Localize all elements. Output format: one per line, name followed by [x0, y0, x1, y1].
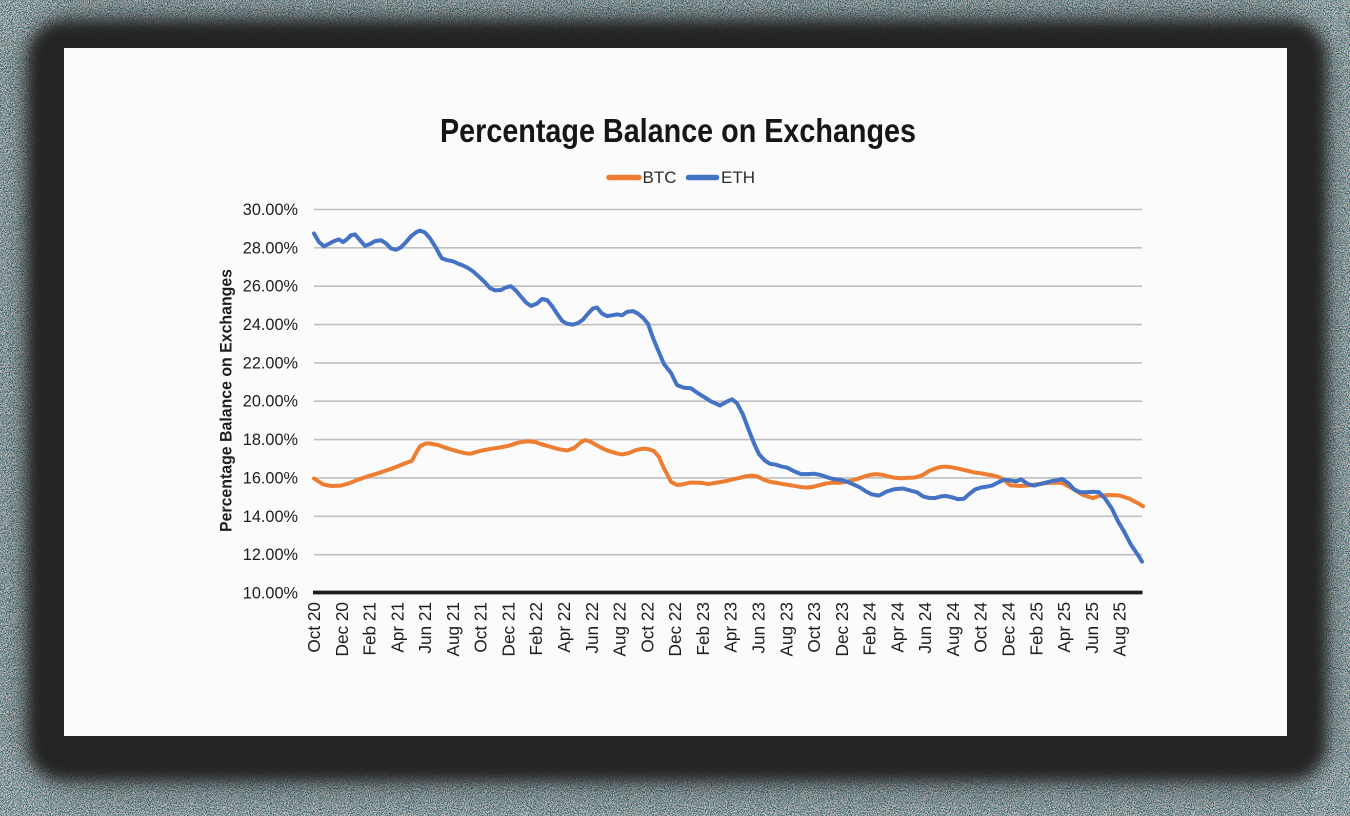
svg-text:Apr 24: Apr 24: [887, 602, 907, 653]
svg-text:Dec 20: Dec 20: [332, 602, 352, 656]
svg-text:Apr 21: Apr 21: [387, 602, 407, 653]
svg-text:24.00%: 24.00%: [243, 316, 298, 334]
svg-text:20.00%: 20.00%: [243, 393, 298, 411]
svg-text:26.00%: 26.00%: [243, 278, 298, 296]
svg-text:Feb 21: Feb 21: [360, 602, 380, 656]
svg-text:10.00%: 10.00%: [243, 585, 298, 603]
svg-text:Jun 22: Jun 22: [582, 602, 602, 654]
svg-text:Aug 23: Aug 23: [776, 602, 796, 656]
svg-text:Feb 25: Feb 25: [1026, 602, 1046, 656]
svg-text:Apr 23: Apr 23: [721, 602, 741, 653]
svg-text:14.00%: 14.00%: [243, 508, 298, 526]
svg-text:Oct 23: Oct 23: [804, 602, 824, 653]
svg-text:16.00%: 16.00%: [243, 469, 298, 487]
svg-text:Apr 22: Apr 22: [554, 602, 574, 653]
svg-text:12.00%: 12.00%: [243, 546, 298, 564]
svg-text:Aug 21: Aug 21: [443, 602, 463, 656]
svg-text:Feb 23: Feb 23: [693, 602, 713, 656]
svg-text:Jun 21: Jun 21: [415, 602, 435, 654]
svg-text:Feb 24: Feb 24: [860, 602, 880, 656]
svg-text:Percentage Balance on Exchange: Percentage Balance on Exchanges: [440, 112, 916, 149]
svg-text:ETH: ETH: [721, 168, 755, 187]
svg-text:28.00%: 28.00%: [243, 239, 298, 257]
svg-text:30.00%: 30.00%: [243, 201, 298, 219]
svg-text:Oct 20: Oct 20: [304, 602, 324, 653]
svg-text:Aug 22: Aug 22: [610, 602, 630, 656]
svg-text:Oct 22: Oct 22: [637, 602, 657, 653]
svg-text:Dec 21: Dec 21: [499, 602, 519, 656]
svg-text:Dec 24: Dec 24: [999, 602, 1019, 657]
svg-text:Aug 25: Aug 25: [1110, 602, 1130, 656]
svg-text:Aug 24: Aug 24: [943, 602, 963, 657]
svg-text:18.00%: 18.00%: [243, 431, 298, 449]
svg-text:Dec 22: Dec 22: [665, 602, 685, 656]
svg-text:Jun 23: Jun 23: [749, 602, 769, 654]
svg-text:Oct 24: Oct 24: [971, 602, 991, 653]
svg-text:Oct 21: Oct 21: [471, 602, 491, 653]
svg-text:Jun 24: Jun 24: [915, 602, 935, 654]
svg-text:Feb 22: Feb 22: [526, 602, 546, 656]
svg-text:Percentage Balance on Exchange: Percentage Balance on Exchanges: [217, 269, 236, 532]
svg-text:Apr 25: Apr 25: [1054, 602, 1074, 653]
svg-text:Dec 23: Dec 23: [832, 602, 852, 656]
svg-text:Jun 25: Jun 25: [1082, 602, 1102, 654]
svg-text:BTC: BTC: [643, 168, 677, 187]
svg-text:22.00%: 22.00%: [243, 354, 298, 372]
